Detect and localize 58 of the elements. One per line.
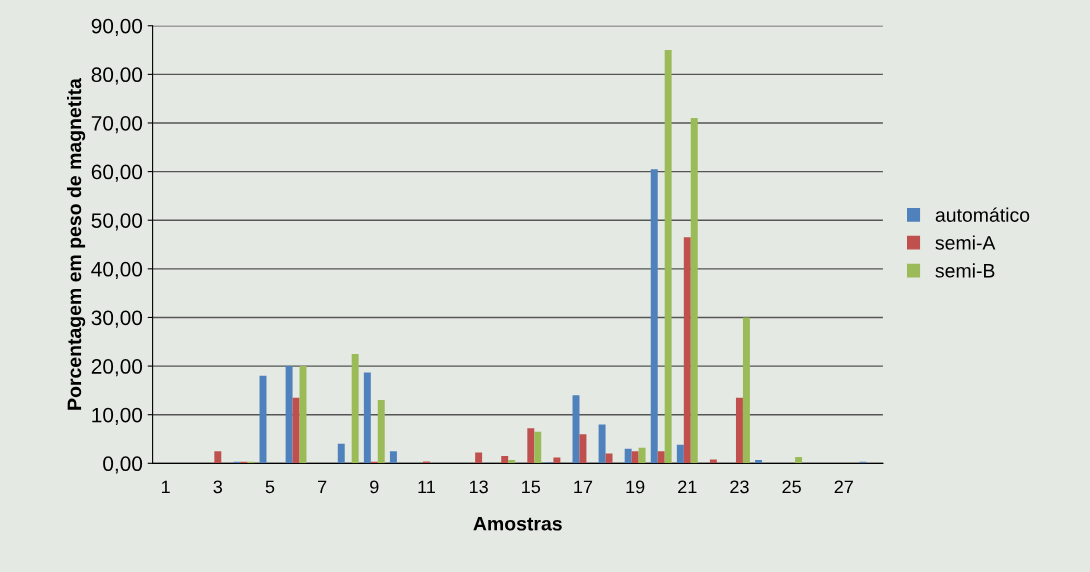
bar <box>709 459 717 464</box>
bar <box>676 444 684 464</box>
bar <box>337 443 345 464</box>
x-tick-label: 9 <box>370 480 379 494</box>
x-tick-label: 11 <box>418 480 435 494</box>
bar <box>292 397 300 464</box>
y-tick-label: 50,00 <box>91 213 143 231</box>
bar <box>624 448 632 464</box>
x-tick-label: 15 <box>522 480 541 494</box>
x-tick-label: 19 <box>626 480 645 494</box>
x-tick-label: 25 <box>782 480 801 494</box>
y-tick-label: 10,00 <box>92 407 143 425</box>
bar <box>363 372 371 464</box>
y-tick-label: 20,00 <box>91 359 143 377</box>
legend-label: semi-A <box>935 235 996 250</box>
bar <box>351 353 359 464</box>
bar <box>501 456 509 464</box>
bar <box>605 453 613 464</box>
legend-label: semi-B <box>935 263 995 278</box>
bar <box>598 424 606 464</box>
bar <box>389 451 397 464</box>
y-tick-label: 90,00 <box>91 18 143 36</box>
x-tick-label: 27 <box>834 480 853 494</box>
bar <box>795 457 803 464</box>
x-tick-label: 1 <box>162 480 170 494</box>
bar <box>683 237 691 464</box>
bar <box>534 431 542 464</box>
bar <box>735 397 743 464</box>
bar <box>657 451 665 464</box>
x-tick-label: 17 <box>574 480 593 494</box>
bar <box>742 317 750 464</box>
x-tick-label: 13 <box>469 480 488 494</box>
bar <box>553 457 561 464</box>
x-tick-label: 5 <box>265 480 275 494</box>
bar <box>638 447 646 464</box>
bar <box>475 452 483 464</box>
y-tick-label: 80,00 <box>91 67 143 85</box>
bar <box>631 451 639 464</box>
x-tick-label: 21 <box>678 480 697 494</box>
bar <box>650 169 658 464</box>
legend-label: automático <box>935 207 1030 222</box>
bar <box>664 50 672 464</box>
bar <box>377 400 385 464</box>
bar <box>214 451 222 464</box>
x-axis-title: Amostras <box>473 516 562 531</box>
bar <box>527 428 535 464</box>
y-tick-label: 40,00 <box>91 261 143 280</box>
y-tick-label: 0,00 <box>103 456 143 474</box>
y-tick-label: 30,00 <box>91 310 143 328</box>
bar <box>579 434 587 464</box>
y-axis-title: Porcentagem em peso de magnetita <box>66 77 86 410</box>
x-tick-label: 7 <box>318 480 327 494</box>
x-tick-label: 23 <box>730 480 749 494</box>
y-tick-label: 70,00 <box>91 115 143 134</box>
x-tick-label: 3 <box>213 480 223 494</box>
bar <box>690 118 698 464</box>
y-tick-label: 60,00 <box>91 164 143 182</box>
bar <box>285 366 293 464</box>
